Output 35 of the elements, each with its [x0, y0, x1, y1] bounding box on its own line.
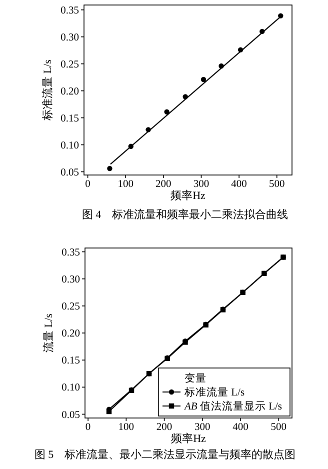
- y-tick-label: 0.35: [62, 247, 80, 258]
- legend-title: 变量: [184, 372, 206, 384]
- x-tick-label: 500: [269, 179, 285, 190]
- caption: 图 4 标准流量和频率最小二乘法拟合曲线: [82, 208, 288, 221]
- y-tick-label: 0.30: [62, 274, 80, 286]
- legend-label: 标准流量 L/s: [184, 386, 245, 399]
- y-tick-label: 0.05: [62, 410, 80, 421]
- x-tick-label: 0: [85, 422, 91, 433]
- y-axis-title: 标准流量 L/s: [41, 60, 54, 122]
- x-tick-label: 0: [85, 179, 90, 190]
- x-tick-label: 300: [193, 179, 210, 190]
- y-tick-label: 0.25: [60, 59, 79, 70]
- x-tick-label: 300: [194, 422, 210, 433]
- legend-label: AB 值法流量显示 L/s: [184, 400, 282, 413]
- caption: 图 5 标准流量、最小二乘法显示流量与频率的散点图: [34, 448, 296, 461]
- y-tick-label: 0.20: [60, 86, 79, 98]
- x-tick-label: 400: [232, 422, 248, 433]
- x-tick-label: 200: [156, 422, 172, 433]
- x-tick-label: 500: [270, 422, 287, 433]
- y-tick-label: 0.05: [60, 167, 79, 178]
- y-tick-label: 0.20: [62, 328, 80, 340]
- y-tick-label: 0.15: [62, 356, 80, 367]
- x-tick-label: 400: [231, 179, 247, 190]
- x-tick-label: 200: [156, 179, 172, 190]
- y-tick-label: 0.10: [62, 382, 80, 394]
- x-tick-label: 100: [118, 179, 134, 190]
- y-axis-title: 流量 L/s: [42, 314, 55, 352]
- y-tick-label: 0.10: [60, 140, 79, 152]
- y-tick-label: 0.35: [60, 5, 79, 16]
- x-axis-title: 频率Hz: [171, 432, 206, 445]
- x-tick-label: 100: [118, 422, 134, 433]
- x-axis-title: 频率Hz: [170, 189, 206, 202]
- y-tick-label: 0.25: [62, 302, 80, 313]
- y-tick-label: 0.15: [60, 113, 79, 124]
- y-tick-label: 0.30: [60, 32, 79, 44]
